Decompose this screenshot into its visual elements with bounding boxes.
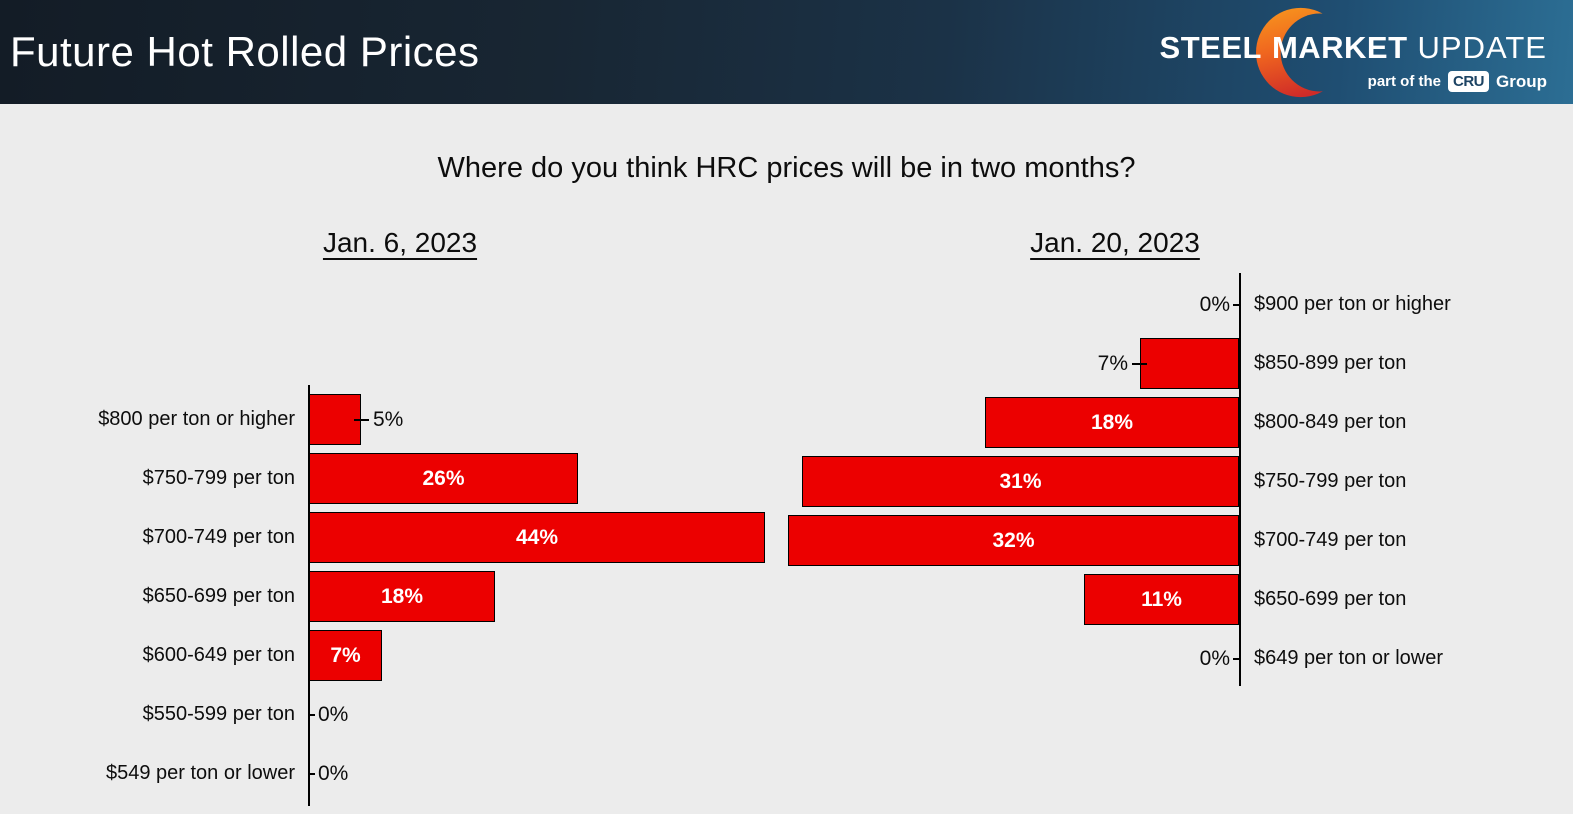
category-label: $900 per ton or higher <box>1254 293 1451 315</box>
bar-zone: 26% <box>309 449 786 508</box>
bar <box>309 394 361 445</box>
bar: 26% <box>309 453 578 504</box>
bar-zone: 18% <box>309 567 786 626</box>
left-chart-title: Jan. 6, 2023 <box>322 227 478 258</box>
chart-row: 18% $800-849 per ton <box>786 393 1573 452</box>
bar-zone: 7% <box>786 334 1239 393</box>
bar-zone: 32% <box>786 511 1239 570</box>
leader-line <box>354 418 369 421</box>
chart-row: 32% $700-749 per ton <box>786 511 1573 570</box>
logo-steel: STEEL <box>1159 30 1262 65</box>
bar-zone: 0% <box>309 744 786 803</box>
header-banner: Future Hot Rolled Prices STEEL MARKET UP… <box>0 0 1573 104</box>
axis-tick <box>309 772 315 775</box>
category-label: $650-699 per ton <box>1254 588 1407 610</box>
chart-row: 11% $650-699 per ton <box>786 570 1573 629</box>
bar-zone: 44% <box>309 508 786 567</box>
leader-line <box>1132 362 1147 365</box>
bar: 31% <box>802 456 1239 507</box>
chart-row: $550-599 per ton 0% <box>0 685 786 744</box>
right-bar-chart: 0% $900 per ton or higher 7% $850-899 per t… <box>786 275 1573 688</box>
chart-row: $800 per ton or higher 5% <box>0 390 786 449</box>
tagline-group: Group <box>1496 71 1547 91</box>
logo-tagline: part of the CRU Group <box>1368 71 1547 92</box>
chart-row: $549 per ton or lower 0% <box>0 744 786 803</box>
chart-row: $700-749 per ton 44% <box>0 508 786 567</box>
category-label: $650-699 per ton <box>142 585 295 607</box>
chart-row: 0% $900 per ton or higher <box>786 275 1573 334</box>
bar-zone: 0% <box>309 685 786 744</box>
bar-zone: 18% <box>786 393 1239 452</box>
bar-value-label: 18% <box>380 584 424 608</box>
bar-zone: 31% <box>786 452 1239 511</box>
category-label: $649 per ton or lower <box>1254 647 1444 669</box>
bar-value-label: 32% <box>992 528 1035 552</box>
chart-row: $650-699 per ton 18% <box>0 567 786 626</box>
right-chart-title: Jan. 20, 2023 <box>1030 227 1200 258</box>
category-label: $549 per ton or lower <box>105 762 295 784</box>
bar-zone: 11% <box>786 570 1239 629</box>
category-label: $550-599 per ton <box>142 703 295 725</box>
bar-value-label: 7% <box>330 643 361 667</box>
axis-tick <box>309 713 315 716</box>
right-chart-category-axis <box>1239 273 1241 686</box>
bar-value-label: 31% <box>999 469 1042 493</box>
bar-value-label: 0% <box>318 761 349 785</box>
bar-value-label: 11% <box>1141 587 1182 611</box>
bar-value-label: 0% <box>1199 292 1230 316</box>
crescent-moon-icon <box>1256 7 1346 98</box>
tagline-prefix: part of the <box>1367 73 1441 90</box>
bar-value-label: 7% <box>1097 351 1128 375</box>
bar <box>1140 338 1239 389</box>
axis-tick <box>1233 657 1239 660</box>
bar-zone: 7% <box>309 626 786 685</box>
bar: 11% <box>1084 574 1239 625</box>
category-label: $850-899 per ton <box>1254 352 1407 374</box>
bar: 18% <box>985 397 1239 448</box>
chart-row: $600-649 per ton 7% <box>0 626 786 685</box>
chart-row: 0% $649 per ton or lower <box>786 629 1573 688</box>
bar-value-label: 18% <box>1090 410 1134 434</box>
bar-zone: 5% <box>309 390 786 449</box>
category-label: $700-749 per ton <box>142 526 295 548</box>
axis-tick <box>1233 303 1239 306</box>
bar-value-label: 0% <box>318 702 349 726</box>
bar: 18% <box>309 571 495 622</box>
page-title: Future Hot Rolled Prices <box>10 28 480 75</box>
category-label: $600-649 per ton <box>142 644 295 666</box>
category-label: $800 per ton or higher <box>98 408 295 430</box>
bar-value-label: 44% <box>515 525 559 549</box>
category-label: $700-749 per ton <box>1254 529 1407 551</box>
bar: 32% <box>788 515 1239 566</box>
chart-row: 31% $750-799 per ton <box>786 452 1573 511</box>
category-label: $750-799 per ton <box>142 467 295 489</box>
bar-zone: 0% <box>786 275 1239 334</box>
left-bar-chart: $800 per ton or higher 5% $750-799 per ton… <box>0 390 786 803</box>
logo-update: UPDATE <box>1417 30 1547 65</box>
bar: 44% <box>309 512 765 563</box>
bar-value-label: 0% <box>1199 646 1230 670</box>
bar-value-label: 26% <box>422 466 465 490</box>
category-label: $800-849 per ton <box>1254 411 1407 433</box>
logo-market: MARKET <box>1271 30 1408 65</box>
bar: 7% <box>309 630 382 681</box>
category-label: $750-799 per ton <box>1254 470 1407 492</box>
bar-value-label: 5% <box>373 407 404 431</box>
chart-question-title: Where do you think HRC prices will be in… <box>437 152 1136 184</box>
bar-zone: 0% <box>786 629 1239 688</box>
logo-wordmark: STEEL MARKET UPDATE <box>1160 30 1547 66</box>
chart-row: 7% $850-899 per ton <box>786 334 1573 393</box>
chart-row: $750-799 per ton 26% <box>0 449 786 508</box>
cru-badge: CRU <box>1448 71 1489 92</box>
